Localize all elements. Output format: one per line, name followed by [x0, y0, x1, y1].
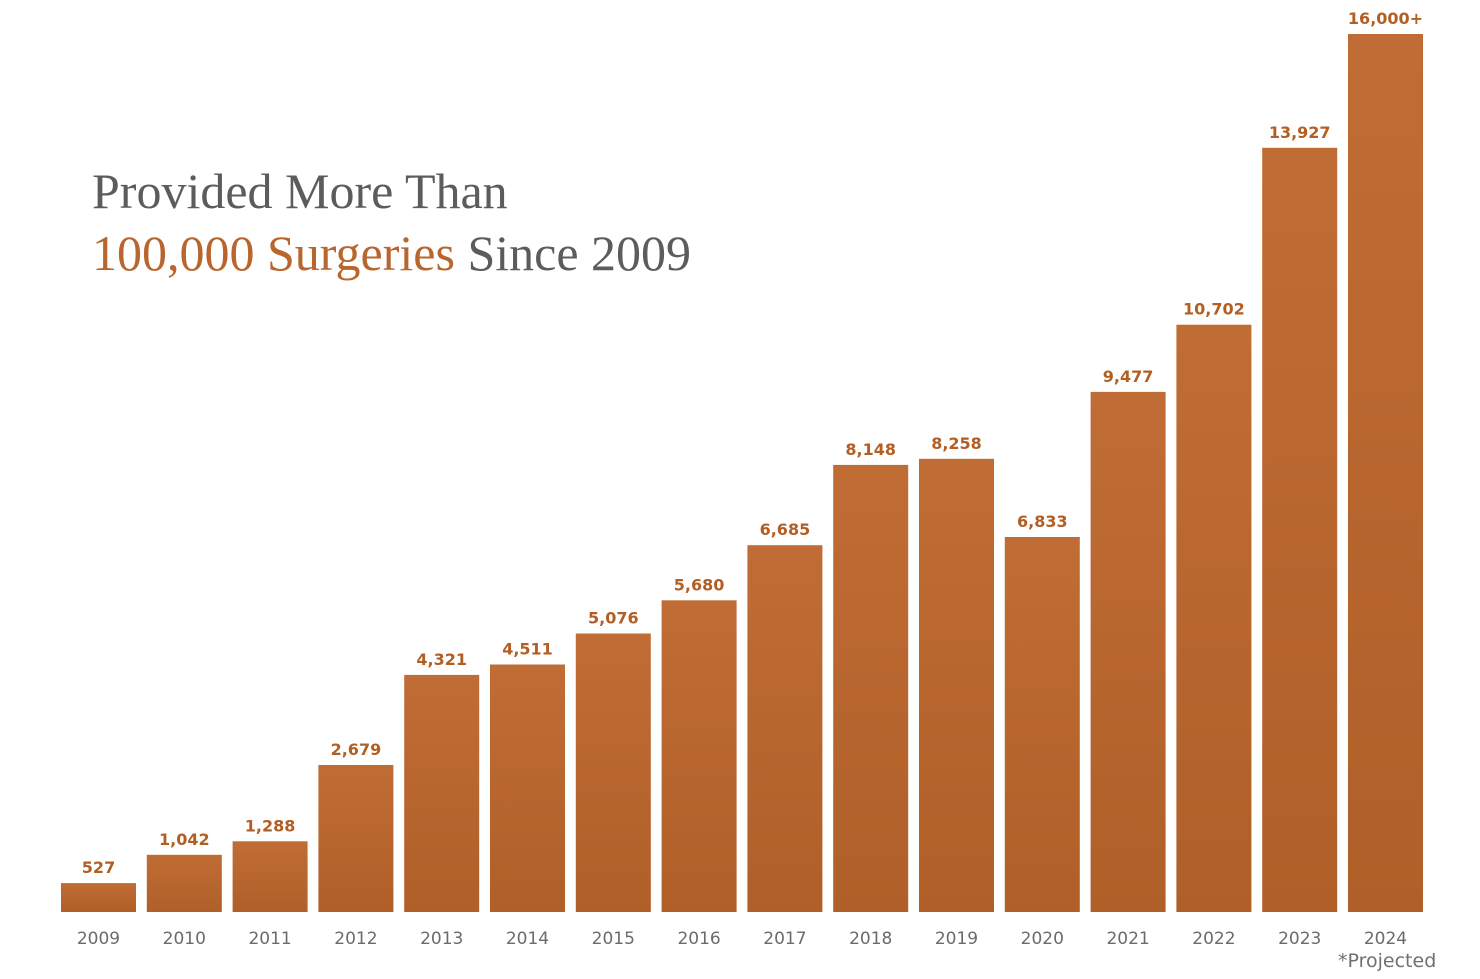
bar-2024	[1348, 34, 1423, 912]
year-label-2019: 2019	[935, 929, 978, 949]
value-label-2014: 4,511	[502, 640, 553, 659]
year-label-2010: 2010	[163, 929, 206, 949]
bar-group-2016: 5,680 2016	[661, 575, 737, 949]
year-label-2015: 2015	[592, 929, 635, 949]
bar-group-2012: 2,679 2012	[318, 740, 394, 949]
bar-2021	[1090, 391, 1166, 912]
year-label-2016: 2016	[677, 929, 720, 949]
bar-2018	[833, 464, 909, 912]
bar-2016	[661, 600, 737, 912]
bar-2019	[919, 458, 994, 912]
value-label-2019: 8,258	[931, 434, 982, 453]
bar-group-2010: 1,042 2010	[146, 830, 222, 949]
value-label-2017: 6,685	[760, 520, 811, 539]
year-label-2011: 2011	[248, 929, 291, 949]
value-label-2023: 13,927	[1269, 123, 1331, 142]
headline-line-1: Provided More Than	[92, 163, 508, 219]
bar-2009	[61, 883, 136, 912]
value-label-2009: 527	[82, 858, 115, 877]
year-label-2020: 2020	[1021, 929, 1064, 949]
value-label-2013: 4,321	[416, 650, 467, 669]
year-label-2018: 2018	[849, 929, 892, 949]
bar-group-2009: 527 2009	[61, 858, 136, 949]
year-label-2017: 2017	[763, 929, 806, 949]
bar-group-2019: 8,258 2019	[919, 434, 994, 949]
bar-2010	[146, 854, 222, 912]
year-label-2014: 2014	[506, 929, 549, 949]
bar-group-2023: 13,927 2023	[1262, 123, 1338, 949]
bar-2023	[1262, 147, 1338, 913]
headline-accent: 100,000 Surgeries	[92, 225, 455, 281]
bar-group-2015: 5,076 2015	[575, 609, 651, 949]
value-label-2011: 1,288	[245, 816, 296, 835]
value-label-2024: 16,000+	[1348, 9, 1423, 28]
year-label-2023: 2023	[1278, 929, 1321, 949]
value-label-2022: 10,702	[1183, 300, 1245, 319]
bar-group-2020: 6,833 2020	[1004, 512, 1080, 949]
bar-group-2021: 9,477 2021	[1090, 367, 1166, 949]
bar-group-2018: 8,148 2018	[833, 440, 909, 949]
bar-group-2014: 4,511 2014	[490, 640, 565, 949]
bar-2014	[490, 664, 565, 912]
value-label-2020: 6,833	[1017, 512, 1068, 531]
bar-2012	[318, 765, 394, 912]
bar-2011	[232, 841, 308, 912]
headline-line-2: 100,000 Surgeries Since 2009	[92, 222, 691, 284]
bar-group-2022: 10,702 2022	[1176, 300, 1252, 949]
value-label-2018: 8,148	[845, 440, 896, 459]
projected-footnote: *Projected	[1338, 950, 1437, 972]
value-label-2021: 9,477	[1103, 367, 1154, 386]
value-label-2010: 1,042	[159, 830, 210, 849]
bar-group-2013: 4,321 2013	[404, 650, 480, 949]
chart-headline: Provided More Than 100,000 Surgeries Sin…	[92, 160, 691, 284]
year-label-2022: 2022	[1192, 929, 1235, 949]
bar-group-2011: 1,288 2011	[232, 816, 308, 949]
year-label-2009: 2009	[77, 929, 120, 949]
headline-rest: Since 2009	[467, 225, 692, 281]
value-label-2015: 5,076	[588, 609, 639, 628]
year-label-2021: 2021	[1106, 929, 1149, 949]
year-label-2024: 2024	[1364, 929, 1407, 949]
year-label-2013: 2013	[420, 929, 463, 949]
bar-2015	[575, 633, 651, 912]
value-label-2012: 2,679	[331, 740, 382, 759]
bar-2020	[1004, 537, 1080, 912]
bar-group-2024: 16,000+ 2024	[1348, 9, 1423, 949]
year-label-2012: 2012	[334, 929, 377, 949]
value-label-2016: 5,680	[674, 575, 725, 594]
bar-group-2017: 6,685 2017	[747, 520, 823, 949]
bar-2022	[1176, 324, 1252, 912]
bar-2013	[404, 674, 480, 912]
bar-2017	[747, 545, 823, 912]
